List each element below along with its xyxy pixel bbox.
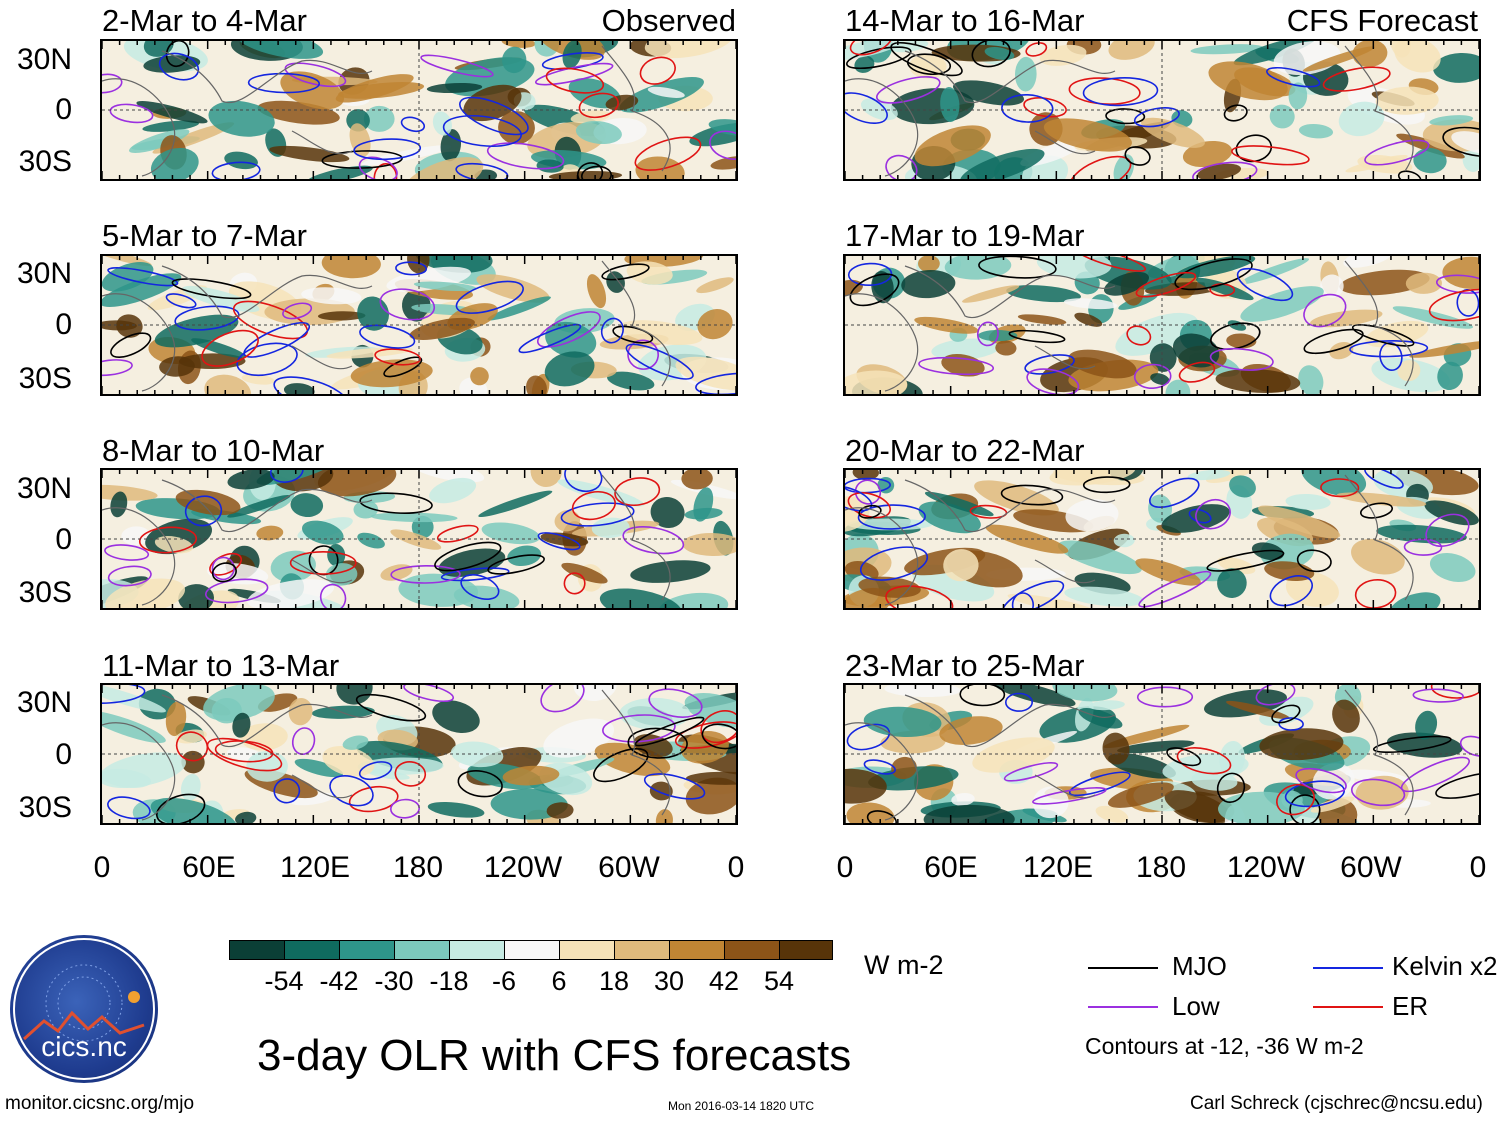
main-title: 3-day OLR with CFS forecasts — [257, 1031, 852, 1080]
y-tick-label: 0 — [55, 93, 72, 126]
x-tick-label: 120W — [1226, 851, 1306, 884]
x-tick-label: 0 — [727, 851, 745, 884]
colorbar-label: -30 — [374, 966, 414, 996]
legend-swatch-er — [1313, 1006, 1383, 1008]
colorbar-label: -54 — [264, 966, 304, 996]
colorbar-label: 18 — [598, 966, 630, 996]
olr-map — [100, 468, 738, 610]
y-tick-label: 30N — [16, 257, 72, 290]
legend-swatch-kelvin — [1313, 967, 1383, 969]
panel-tag-observed: Observed — [601, 3, 736, 38]
olr-map — [843, 254, 1481, 396]
colorbar-bin — [229, 940, 285, 960]
y-tick-label: 30S — [18, 145, 72, 178]
olr-map — [843, 39, 1481, 181]
colorbar-label: -6 — [491, 966, 516, 996]
olr-map — [843, 468, 1481, 610]
y-tick-label: 30N — [16, 686, 72, 719]
colorbar-bin — [614, 940, 670, 960]
legend-note: Contours at -12, -36 W m-2 — [1085, 1033, 1364, 1059]
footer-timestamp: Mon 2016-03-14 1820 UTC — [668, 1099, 815, 1113]
olr-map — [100, 683, 738, 825]
legend-label-er: ER — [1392, 991, 1429, 1021]
legend-swatch-low — [1088, 1006, 1158, 1008]
colorbar-unit: W m-2 — [864, 950, 944, 980]
x-tick-label: 180 — [1135, 851, 1187, 884]
x-tick-label: 60W — [1340, 851, 1402, 884]
x-tick-label: 60W — [598, 851, 660, 884]
legend-label-mjo: MJO — [1172, 951, 1227, 981]
y-tick-label: 30S — [18, 576, 72, 609]
logo-text: cics.nc — [41, 1031, 127, 1062]
y-tick-label: 30S — [18, 362, 72, 395]
colorbar-bin — [559, 940, 615, 960]
colorbar-bin — [504, 940, 560, 960]
y-tick-label: 30N — [16, 43, 72, 76]
panel-title: 14-Mar to 16-Mar — [845, 3, 1085, 38]
y-tick-label: 30N — [16, 472, 72, 505]
colorbar-bin — [779, 940, 833, 960]
colorbar-label: 30 — [653, 966, 685, 996]
colorbar-label: 54 — [763, 966, 795, 996]
x-tick-label: 180 — [392, 851, 444, 884]
legend-label-kelvin: Kelvin x2 — [1392, 951, 1498, 981]
colorbar-label: 6 — [551, 966, 567, 996]
olr-map — [843, 683, 1481, 825]
x-tick-label: 60E — [182, 851, 236, 884]
legend-swatch-mjo — [1088, 967, 1158, 969]
panel-title: 11-Mar to 13-Mar — [102, 648, 340, 683]
panel-title: 8-Mar to 10-Mar — [102, 433, 325, 468]
x-tick-label: 120E — [1022, 851, 1094, 884]
panel-title: 23-Mar to 25-Mar — [845, 648, 1085, 683]
x-tick-label: 0 — [93, 851, 111, 884]
x-tick-label: 0 — [836, 851, 854, 884]
y-tick-label: 0 — [55, 523, 72, 556]
y-tick-label: 0 — [55, 738, 72, 771]
x-tick-label: 60E — [924, 851, 978, 884]
footer-url[interactable]: monitor.cicsnc.org/mjo — [5, 1093, 195, 1114]
colorbar-label: -18 — [429, 966, 469, 996]
olr-map — [100, 39, 738, 181]
footer-credit: Carl Schreck (cjschrec@ncsu.edu) — [1190, 1093, 1483, 1114]
panel-title: 20-Mar to 22-Mar — [845, 433, 1085, 468]
legend-label-low: Low — [1172, 991, 1220, 1021]
panel-title: 5-Mar to 7-Mar — [102, 218, 307, 253]
colorbar-bin — [284, 940, 340, 960]
olr-map — [100, 254, 738, 396]
colorbar-bin — [339, 940, 395, 960]
x-tick-label: 120W — [483, 851, 563, 884]
colorbar-bin — [669, 940, 725, 960]
panel-title: 17-Mar to 19-Mar — [845, 218, 1085, 253]
colorbar-label: 42 — [708, 966, 740, 996]
x-tick-label: 120E — [279, 851, 351, 884]
panel-title: 2-Mar to 4-Mar — [102, 3, 307, 38]
cics-logo: cics.nc — [10, 935, 158, 1083]
colorbar-bin — [724, 940, 780, 960]
y-tick-label: 30S — [18, 791, 72, 824]
panel-tag-forecast: CFS Forecast — [1286, 3, 1478, 38]
colorbar-bin — [394, 940, 450, 960]
x-tick-label: 0 — [1469, 851, 1487, 884]
colorbar-bin — [449, 940, 505, 960]
colorbar-label: -42 — [319, 966, 359, 996]
y-tick-label: 0 — [55, 308, 72, 341]
